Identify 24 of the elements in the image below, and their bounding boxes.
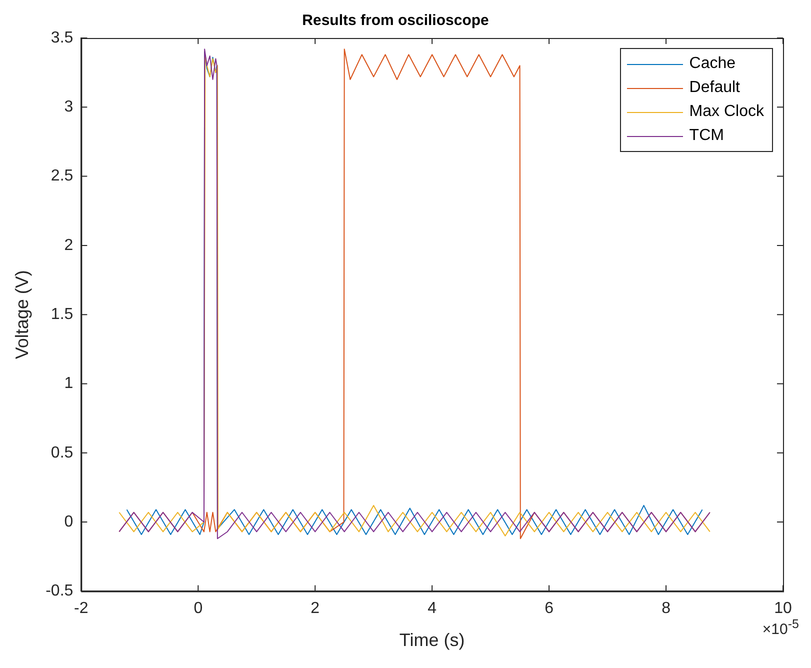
y-tick-label: 2.5 xyxy=(50,168,74,185)
x-tick-label: 10 xyxy=(774,600,792,618)
y-tick-label: 2 xyxy=(64,236,74,254)
y-tick-label: 1.5 xyxy=(50,306,74,324)
x-tick-label: -2 xyxy=(74,600,88,618)
legend-label: Default xyxy=(689,79,740,97)
text: ×10$^{-5}$ xyxy=(762,617,799,638)
y-tick-label: 1 xyxy=(64,375,74,392)
y-axis-title: Voltage (V) xyxy=(12,270,32,360)
x-tick-label: 0 xyxy=(194,600,203,618)
y-tick-label: 0.5 xyxy=(50,444,74,462)
y-tick-label: 3 xyxy=(64,98,74,116)
x-tick-label: 4 xyxy=(428,600,437,618)
y-tick-label: 3.5 xyxy=(50,29,74,46)
y-tick-label: 0 xyxy=(64,513,74,530)
legend-label: TCM xyxy=(689,127,724,145)
legend-label: Max Clock xyxy=(689,103,764,121)
x-tick-label: 8 xyxy=(662,600,671,618)
x-tick-label: 2 xyxy=(310,600,320,618)
x-tick-label: 6 xyxy=(544,600,554,618)
legend-label: Cache xyxy=(689,55,736,73)
x-axis-title: Time (s) xyxy=(399,630,465,650)
y-tick-label: -0.5 xyxy=(46,582,74,600)
chart-title: Results from oscilioscope xyxy=(302,12,489,30)
